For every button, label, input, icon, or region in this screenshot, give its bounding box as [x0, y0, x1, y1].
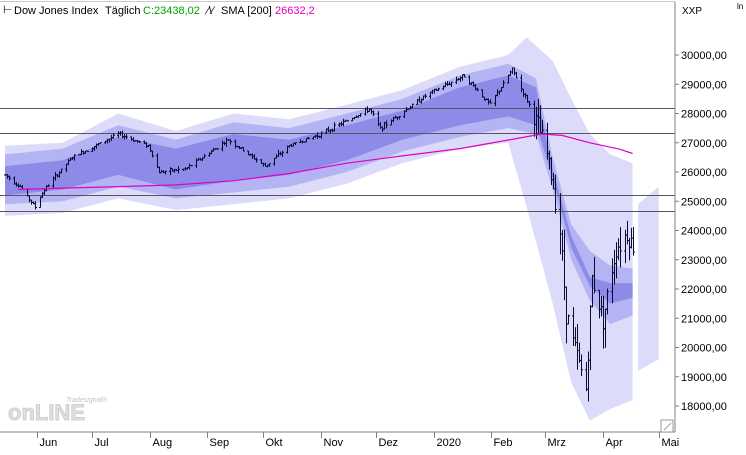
ohlc-bar: [437, 87, 440, 91]
ohlc-bar: [333, 122, 336, 132]
ohlc-bar: [502, 80, 505, 89]
y-tick-label: 23000,00: [681, 255, 727, 267]
ohlc-bar: [255, 157, 258, 163]
y-tick-label: 29000,00: [681, 79, 727, 91]
instrument-name: Dow Jones Index: [14, 5, 99, 17]
ohlc-bar: [242, 147, 245, 152]
y-tick-label: 21000,00: [681, 313, 727, 325]
axis-symbol: XXP: [682, 6, 702, 17]
ohlc-bar: [580, 354, 583, 377]
y-tick-label: 27000,00: [681, 138, 727, 150]
ohlc-bar: [346, 119, 349, 122]
ohlc-bar: [268, 163, 271, 167]
ohlc-bar: [424, 93, 427, 99]
x-tick-label: 2020: [437, 437, 461, 449]
ohlc-bar: [138, 140, 141, 144]
ohlc-bar: [528, 101, 531, 108]
x-tick-label: Mrz: [548, 437, 566, 449]
x-axis: Jun Jul Aug Sep Okt Nov Dez 2020 Feb Mrz Apr Mai: [37, 432, 680, 449]
ohlc-bar: [151, 150, 154, 158]
band-middle: [5, 63, 633, 325]
chart-header: ⊢ Dow Jones Index Täglich C:23438,02 ⁄\∕…: [3, 2, 743, 17]
ohlc-bar: [372, 110, 375, 117]
x-tick-label: Feb: [494, 437, 513, 449]
ohlc-bar: [294, 142, 297, 145]
ohlc-bar: [385, 120, 388, 129]
ohlc-bar: [359, 113, 362, 117]
price-bars: [4, 67, 635, 402]
ohlc-bar: [229, 139, 232, 145]
corner-glyph: ln: [737, 2, 743, 11]
sma-value: 26632,2: [275, 5, 315, 17]
ohlc-bar: [489, 99, 492, 104]
last-close: C:23438,02: [143, 5, 200, 17]
ohlc-bar: [34, 201, 37, 210]
ohlc-bar: [606, 288, 609, 315]
ohlc-bar: [216, 148, 219, 150]
ohlc-bar: [177, 166, 180, 174]
ohlc-bar: [541, 119, 544, 134]
x-tick-label: Mai: [662, 437, 680, 449]
ohlc-bar: [125, 134, 128, 140]
ohlc-bar: [450, 81, 453, 88]
ohlc-bar: [60, 168, 63, 174]
x-tick-label: Dez: [379, 437, 399, 449]
ohlc-bar: [593, 256, 596, 294]
y-axis: 18000,00 19000,00 20000,00 21000,00 22000,00…: [675, 50, 727, 413]
y-tick-label: 30000,00: [681, 50, 727, 62]
resize-grip-icon[interactable]: [660, 419, 674, 433]
ohlc-bar: [86, 150, 89, 152]
sma-200-line: [17, 133, 633, 191]
watermark-main: onLINE: [8, 400, 85, 425]
ohlc-bar: [8, 175, 11, 181]
x-tick-label: Aug: [153, 437, 173, 449]
sma-icon: ⁄\∕: [204, 5, 216, 17]
y-tick-label: 26000,00: [681, 167, 727, 179]
ohlc-bar: [398, 116, 401, 120]
support-resistance-lines: [0, 108, 675, 212]
ohlc-bar: [99, 142, 102, 145]
ohlc-bar: [281, 150, 284, 157]
tradesignal-watermark: Tradesignal® onLINE: [8, 396, 108, 425]
y-tick-label: 24000,00: [681, 226, 727, 238]
x-tick-label: Nov: [324, 437, 344, 449]
projection-zone: [638, 186, 659, 371]
y-tick-label: 20000,00: [681, 343, 727, 355]
y-tick-label: 19000,00: [681, 372, 727, 384]
y-tick-label: 28000,00: [681, 109, 727, 121]
ohlc-bar: [73, 154, 76, 161]
x-tick-label: Jun: [40, 437, 58, 449]
ohlc-bar: [567, 314, 570, 325]
ohlc-bar: [112, 132, 115, 139]
x-tick-label: Apr: [606, 437, 623, 449]
x-tick-label: Sep: [210, 437, 230, 449]
ohlc-bar: [320, 131, 323, 139]
ohlc-bar: [190, 164, 193, 167]
sma-label: SMA [200]: [221, 5, 272, 17]
watermark-small: Tradesignal®: [66, 396, 108, 404]
ohlc-bar: [554, 174, 557, 214]
y-tick-label: 22000,00: [681, 284, 727, 296]
ohlc-bar: [632, 227, 635, 256]
ohlc-bar: [164, 170, 167, 175]
ohlc-bar: [463, 74, 466, 78]
timeframe-label: Täglich: [105, 5, 140, 17]
ohlc-bar: [619, 227, 622, 268]
y-tick-label: 25000,00: [681, 196, 727, 208]
sma-layer: [17, 133, 633, 191]
x-tick-label: Jul: [95, 437, 109, 449]
y-tick-label: 18000,00: [681, 401, 727, 413]
ohlc-bar: [47, 184, 50, 187]
ohlc-bar: [515, 71, 518, 79]
crosshair-marker: ⊢: [3, 4, 13, 16]
header-text: Dow Jones Index Täglich C:23438,02 ⁄\∕ S…: [14, 5, 315, 17]
ohlc-bar: [307, 136, 310, 140]
x-tick-label: Okt: [266, 437, 283, 449]
ohlc-bar: [411, 103, 414, 109]
ohlc-bar: [203, 153, 206, 159]
ohlc-bar: [476, 87, 479, 92]
